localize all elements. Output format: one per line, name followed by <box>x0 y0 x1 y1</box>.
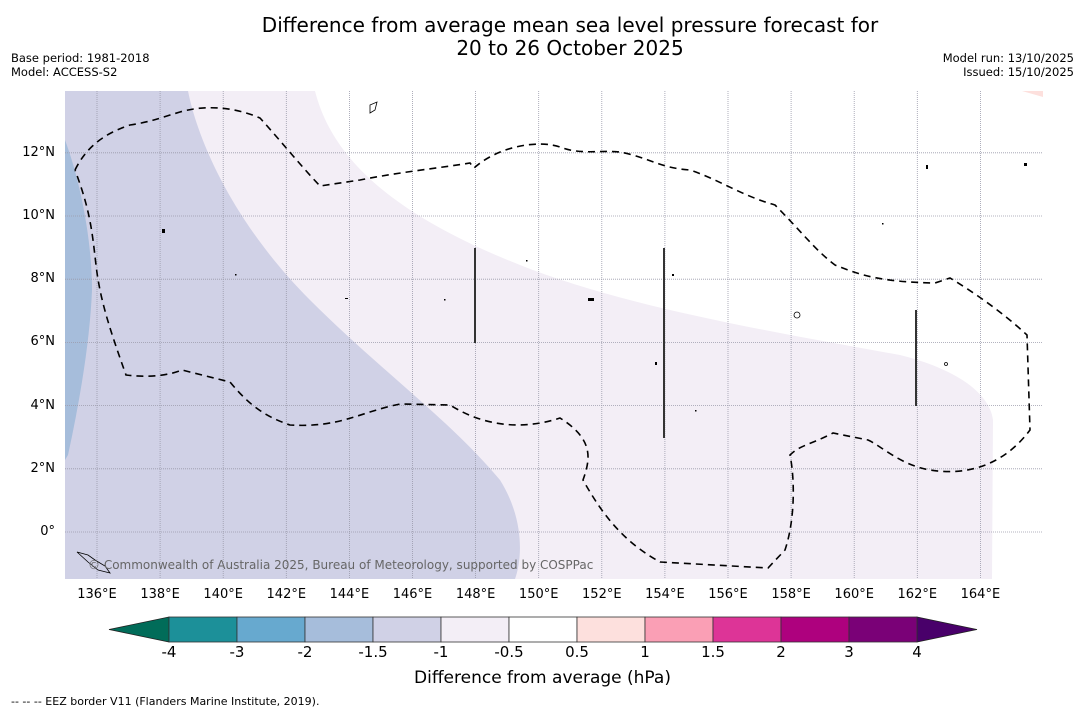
anomaly-region-neg1-5 <box>65 91 520 579</box>
meta-left: Base period: 1981-2018 Model: ACCESS-S2 <box>11 51 150 79</box>
lon-label: 150°E <box>518 587 559 602</box>
lat-label: 2°N <box>30 460 56 476</box>
lon-label: 136°E <box>77 587 117 602</box>
eez-border <box>74 106 1031 569</box>
lon-label: 140°E <box>203 587 243 602</box>
colorbar-segment <box>372 616 442 643</box>
colorbar-segment <box>712 616 782 643</box>
colorbar-tick: 3 <box>844 643 854 661</box>
colorbar-tick: 1.5 <box>701 643 725 661</box>
colorbar-label: Difference from average (hPa) <box>414 668 671 688</box>
lon-label: 154°E <box>645 587 685 602</box>
colorbar-under-arrow <box>108 616 170 643</box>
lat-label: 10°N <box>22 208 55 223</box>
colorbar-tick: 4 <box>912 643 922 661</box>
lat-label: 12°N <box>22 144 55 160</box>
colorbar-tick: -1 <box>433 643 449 661</box>
colorbar-segment <box>848 616 918 643</box>
islands <box>76 101 948 574</box>
base-period: Base period: 1981-2018 <box>11 51 150 65</box>
colorbar-tick: -4 <box>161 643 177 661</box>
colorbar <box>108 616 978 643</box>
lon-label: 146°E <box>392 587 433 602</box>
colorbar-segment <box>236 616 306 643</box>
lon-label: 152°E <box>582 587 622 602</box>
issued-date: Issued: 15/10/2025 <box>963 65 1074 79</box>
lon-label: 156°E <box>708 587 748 602</box>
lat-label: 0° <box>40 524 55 539</box>
lon-label: 164°E <box>960 587 1001 602</box>
lon-label: 142°E <box>266 587 307 602</box>
colorbar-tick: 1 <box>640 643 650 661</box>
anomaly-region-pos <box>1022 91 1043 97</box>
island-dots <box>162 163 1027 412</box>
colorbar-tick: 2 <box>776 643 786 661</box>
colorbar-segment <box>508 616 578 643</box>
lon-label: 144°E <box>329 587 370 602</box>
colorbar-tick: -2 <box>297 643 313 661</box>
anomaly-region-neg2 <box>65 140 92 460</box>
footnote: -- -- -- EEZ border V11 (Flanders Marine… <box>11 695 320 708</box>
colorbar-segment <box>780 616 850 643</box>
lon-label: 138°E <box>140 587 180 602</box>
lat-label: 8°N <box>30 271 56 287</box>
colorbar-segment <box>168 616 238 643</box>
colorbar-segment <box>440 616 510 643</box>
colorbar-tick: -3 <box>229 643 245 661</box>
lon-label: 148°E <box>455 587 496 602</box>
model-run: Model run: 13/10/2025 <box>942 51 1074 65</box>
lat-label: 4°N <box>30 397 56 413</box>
meta-right: Model run: 13/10/2025 Issued: 15/10/2025 <box>943 51 1074 79</box>
colorbar-tick: 0.5 <box>565 643 589 661</box>
colorbar-over-arrow <box>916 616 978 643</box>
lon-label: 160°E <box>834 587 874 602</box>
title-line-1: Difference from average mean sea level p… <box>261 13 879 37</box>
colorbar-tick: -0.5 <box>494 643 524 661</box>
model-name: Model: ACCESS-S2 <box>11 65 118 79</box>
colorbar-segment <box>644 616 714 643</box>
colorbar-segment <box>576 616 646 643</box>
title-line-2: 20 to 26 October 2025 <box>456 36 684 60</box>
lon-label: 162°E <box>897 587 938 602</box>
colorbar-segment <box>304 616 374 643</box>
colorbar-tick: -1.5 <box>358 643 388 661</box>
chart-title: Difference from average mean sea level p… <box>0 14 1085 60</box>
copyright-credit: © Commonwealth of Australia 2025, Bureau… <box>88 558 594 572</box>
lat-label: 6°N <box>30 334 56 350</box>
lon-label: 158°E <box>771 587 811 602</box>
